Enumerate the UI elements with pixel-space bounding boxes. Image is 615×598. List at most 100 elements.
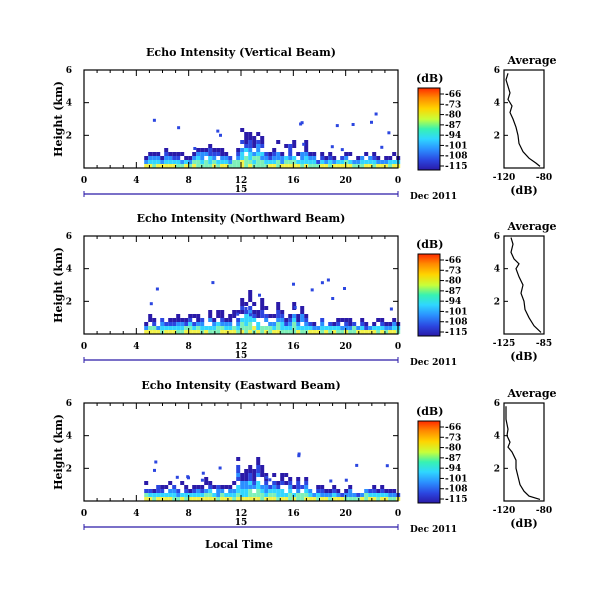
echo-cell: [260, 473, 265, 477]
y-tick-label: 6: [66, 232, 72, 242]
echo-cell: [196, 148, 201, 152]
profile-title: Average: [506, 54, 556, 67]
echo-cell: [228, 326, 233, 330]
echo-cell: [324, 160, 329, 164]
echo-cell: [336, 160, 341, 164]
echo-cell: [156, 493, 161, 497]
echo-cell: [392, 330, 397, 334]
echo-cell: [372, 330, 377, 334]
month-label: Dec 2011: [410, 358, 457, 368]
echo-cell: [224, 160, 229, 164]
echo-cell: [370, 120, 373, 124]
echo-cell: [152, 156, 157, 160]
colorbar-label: (dB): [416, 72, 443, 85]
echo-cell: [256, 457, 261, 461]
echo-cell: [304, 493, 309, 497]
echo-cell: [168, 330, 173, 334]
echo-cell: [172, 489, 177, 493]
echo-cell: [244, 493, 249, 497]
echo-cell: [392, 326, 397, 330]
echo-cell: [293, 306, 297, 309]
echo-cell: [220, 152, 225, 156]
echo-cell: [240, 140, 245, 144]
echo-cell: [216, 310, 221, 314]
profile-y-tick-label: 6: [494, 399, 500, 409]
echo-cell: [264, 164, 269, 168]
echo-cell: [284, 144, 289, 148]
echo-cell: [276, 481, 281, 485]
echo-cell: [200, 489, 205, 493]
echo-cell: [240, 148, 245, 152]
echo-cell: [392, 160, 397, 164]
echo-cell: [276, 485, 281, 489]
x-tick-label: 20: [339, 342, 352, 352]
echo-cell: [372, 489, 377, 493]
echo-cell: [360, 330, 365, 334]
echo-cell: [224, 152, 229, 156]
echo-cell: [216, 326, 221, 330]
echo-cell: [212, 148, 217, 152]
echo-cell: [376, 330, 381, 334]
echo-cell: [200, 478, 204, 482]
echo-cell: [252, 314, 257, 318]
echo-cell: [208, 164, 213, 168]
echo-cell: [320, 330, 325, 334]
x-tick-label: 0: [395, 509, 401, 519]
echo-cell: [376, 318, 381, 322]
echo-cell: [316, 497, 321, 501]
echo-cell: [248, 477, 253, 481]
echo-cell: [380, 489, 385, 493]
echo-cell: [392, 322, 397, 326]
echo-cell: [380, 145, 384, 149]
echo-cell: [240, 128, 245, 132]
echo-cell: [348, 152, 353, 156]
echo-cell: [276, 322, 281, 326]
echo-cell: [208, 493, 213, 497]
echo-cell: [284, 481, 289, 485]
echo-cell: [187, 476, 190, 480]
y-tick-label: 6: [66, 66, 72, 76]
echo-cell: [216, 160, 221, 164]
echo-cell: [244, 330, 249, 334]
echo-cell: [212, 497, 217, 501]
echo-cell: [356, 330, 361, 334]
echo-cell: [196, 314, 201, 318]
echo-cell: [172, 326, 177, 330]
echo-cell: [328, 489, 333, 493]
echo-cell: [268, 152, 273, 156]
echo-cell: [200, 160, 205, 164]
echo-cell: [296, 164, 301, 168]
echo-cell: [268, 497, 273, 501]
echo-cell: [176, 318, 181, 322]
x-tick-label: 12: [235, 342, 248, 352]
echo-cell: [276, 164, 281, 168]
echo-cell: [292, 493, 297, 497]
echo-cell: [280, 310, 285, 314]
echo-cell: [224, 156, 229, 160]
echo-cell: [364, 152, 369, 156]
echo-cell: [380, 493, 385, 497]
echo-cell: [292, 302, 297, 306]
echo-cell: [196, 152, 201, 156]
echo-cell: [236, 473, 241, 477]
echo-cell: [320, 160, 325, 164]
echo-cell: [172, 497, 177, 501]
colorbar: [417, 253, 441, 337]
echo-cell: [348, 497, 353, 501]
profile-line: [510, 237, 542, 333]
echo-cell: [168, 152, 173, 156]
echo-cell: [144, 489, 149, 493]
profile-title: Average: [506, 387, 556, 400]
echo-cell: [264, 493, 269, 497]
echo-cell: [336, 493, 341, 497]
echo-cell: [220, 330, 225, 334]
echo-cell: [196, 322, 201, 326]
echo-cell: [248, 485, 253, 489]
echo-cell: [252, 310, 257, 314]
echo-cell: [236, 477, 241, 481]
echo-cell: [252, 469, 257, 473]
echo-cell: [292, 160, 297, 164]
echo-cell: [228, 493, 233, 497]
echo-cell: [256, 493, 261, 497]
